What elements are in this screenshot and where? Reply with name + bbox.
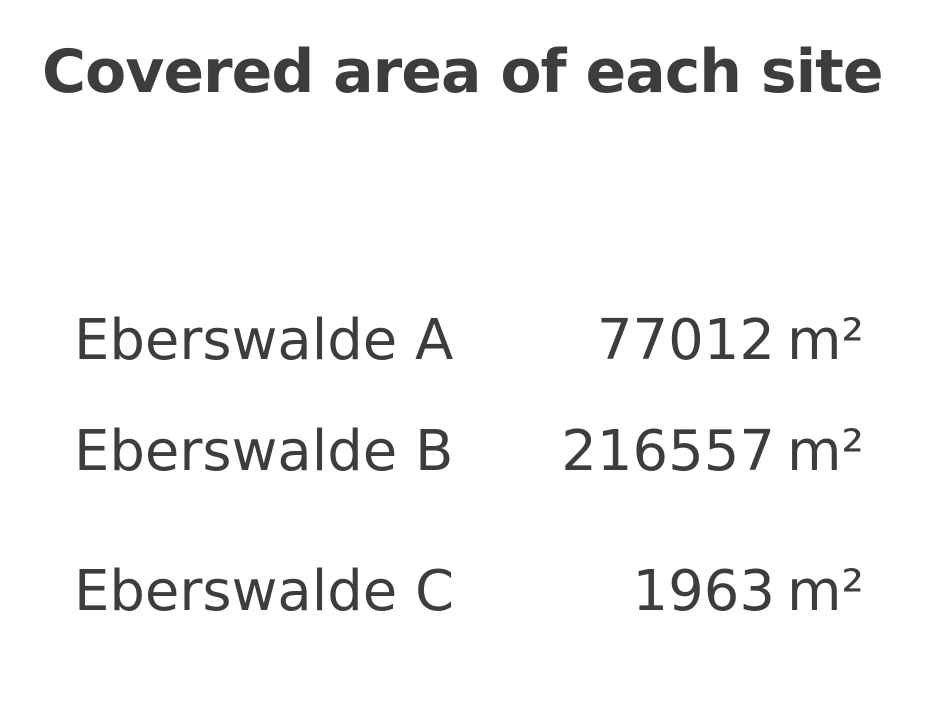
site-area-cell: 1963 m²: [514, 522, 864, 662]
site-area-value: 77012: [596, 308, 775, 374]
table-row: Eberswalde C 1963 m²: [74, 522, 864, 662]
site-name: Eberswalde C: [74, 559, 455, 625]
table-row: Eberswalde A 77012 m²: [74, 300, 864, 382]
site-area-cell: 216557 m²: [514, 382, 864, 522]
area-unit: m²: [787, 419, 864, 485]
site-area-value: 1963: [632, 559, 775, 625]
site-area-value: 216557: [561, 419, 775, 485]
site-area-cell: 77012 m²: [514, 300, 864, 382]
page-title: Covered area of each site: [42, 37, 884, 107]
site-area-table: Eberswalde A 77012 m² Eberswalde B 216557…: [74, 300, 864, 662]
table-row: Eberswalde B 216557 m²: [74, 382, 864, 522]
site-name: Eberswalde A: [74, 308, 454, 374]
area-unit: m²: [787, 308, 864, 374]
site-name: Eberswalde B: [74, 419, 454, 485]
area-unit: m²: [787, 559, 864, 625]
